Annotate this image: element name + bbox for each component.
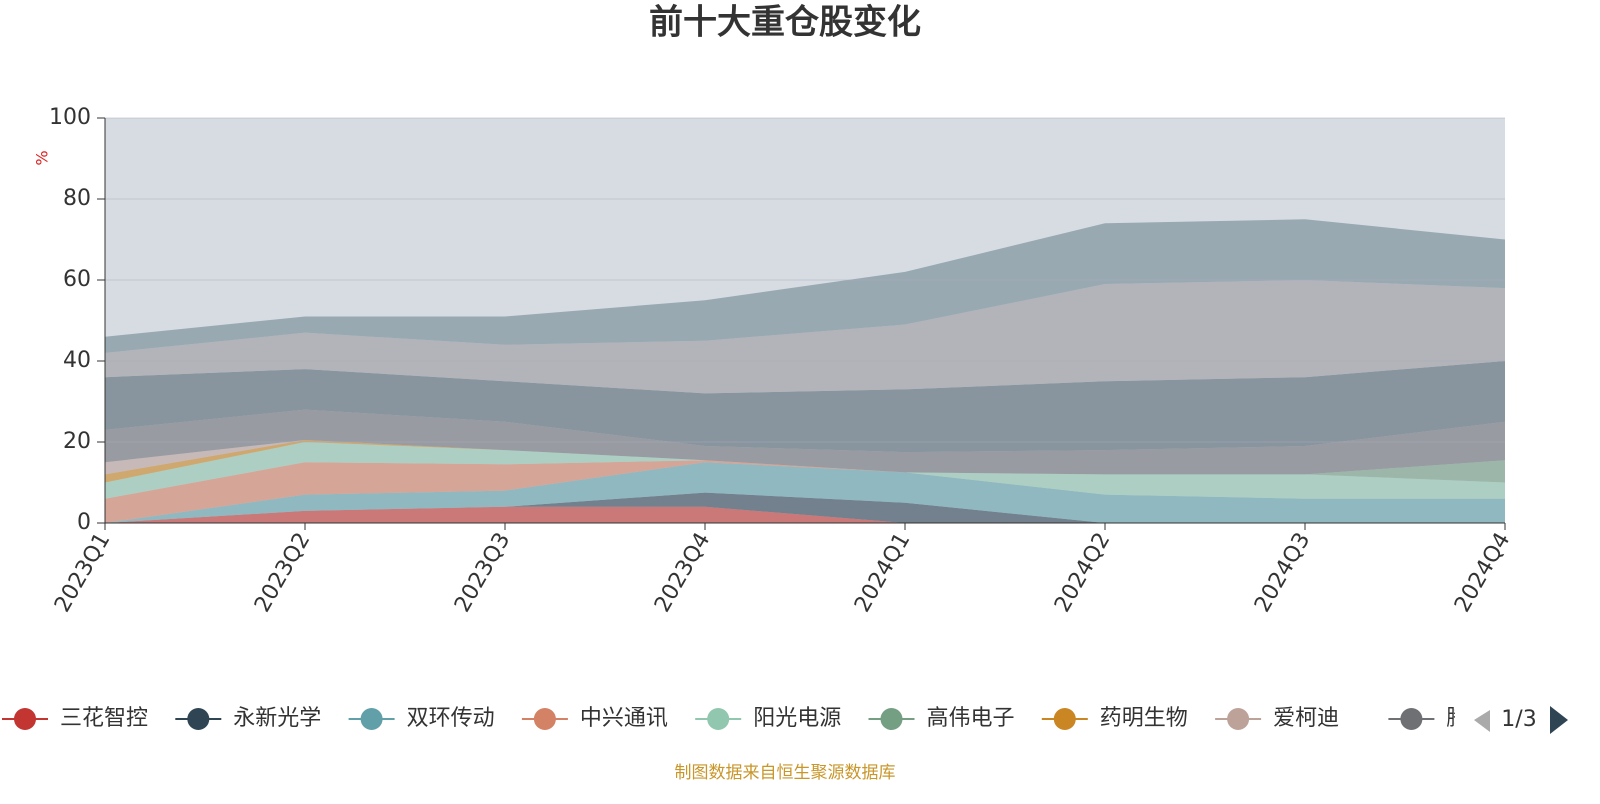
area [105, 219, 1505, 353]
legend-marker [187, 708, 210, 730]
legend-marker [880, 708, 903, 730]
legend-page: 1/3 [1501, 707, 1536, 732]
y-tick-label: 0 [77, 510, 91, 535]
legend-next[interactable] [1550, 706, 1568, 734]
y-tick-label: 60 [63, 267, 91, 292]
legend-label[interactable]: 腾讯控股 [1446, 706, 1534, 731]
x-tick-label: 2024Q4 [1450, 529, 1515, 617]
area [105, 460, 1505, 523]
legend-label[interactable]: 双环传动 [407, 706, 495, 731]
legend-marker [1227, 708, 1250, 730]
x-tick-label: 2023Q1 [50, 529, 115, 617]
x-tick-label: 2024Q3 [1250, 529, 1315, 617]
x-tick-label: 2023Q2 [250, 529, 315, 617]
legend-label[interactable]: 阳光电源 [753, 706, 841, 731]
legend-marker [1053, 708, 1076, 730]
footer: 制图数据来自恒生聚源数据库 [675, 763, 896, 783]
y-axis-label: % [33, 150, 52, 165]
x-tick-label: 2024Q1 [850, 529, 915, 617]
legend-marker [14, 708, 36, 730]
legend-label[interactable]: 爱柯迪 [1273, 706, 1339, 731]
chart-title: 前十大重仓股变化 [649, 3, 921, 43]
legend-label[interactable]: 药明生物 [1100, 706, 1188, 731]
legend-prev[interactable] [1474, 710, 1490, 732]
legend-marker [1400, 708, 1423, 730]
area [105, 280, 1505, 394]
legend-marker [533, 708, 556, 730]
y-tick-label: 80 [63, 186, 91, 211]
plot-area [105, 118, 1505, 523]
y-tick-label: 20 [63, 429, 91, 454]
legend: 三花智控 永新光学 双环传动 中兴通讯 阳光电源 高伟电子 药明生物 爱柯迪 腾讯控股 [2, 706, 1534, 731]
x-tick-label: 2023Q3 [450, 529, 515, 617]
area [105, 442, 1505, 499]
area [105, 462, 1505, 523]
legend-label[interactable]: 高伟电子 [927, 706, 1015, 731]
y-tick-label: 40 [63, 348, 91, 373]
legend-label[interactable]: 三花智控 [60, 706, 148, 731]
area [105, 361, 1505, 453]
legend-marker [707, 708, 730, 730]
y-tick-label: 100 [49, 105, 91, 130]
x-tick-label: 2024Q2 [1050, 529, 1115, 617]
legend-marker [360, 708, 383, 730]
area [105, 409, 1505, 475]
legend-label[interactable]: 中兴通讯 [580, 706, 668, 731]
legend-label[interactable]: 永新光学 [233, 706, 321, 731]
x-tick-label: 2023Q4 [650, 529, 715, 617]
area [105, 492, 1505, 523]
area [105, 506, 1505, 523]
